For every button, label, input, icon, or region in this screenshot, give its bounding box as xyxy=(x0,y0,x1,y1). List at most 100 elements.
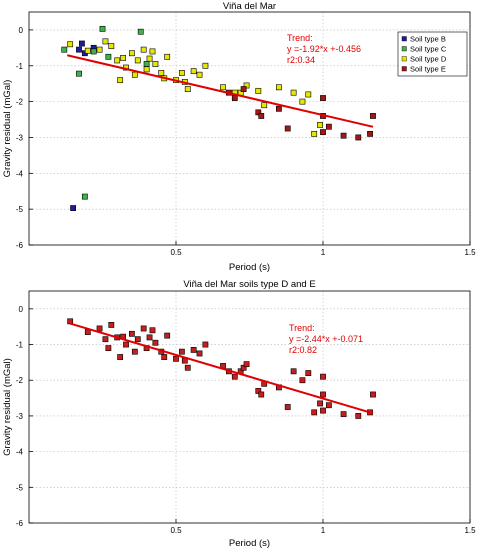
data-point xyxy=(255,109,262,116)
trend-equation: y =-1.92*x +-0.456 xyxy=(287,44,361,54)
y-tick-label: -5 xyxy=(16,205,24,214)
data-point xyxy=(231,373,238,380)
data-point xyxy=(102,38,109,45)
legend-label: Soil type C xyxy=(410,45,447,54)
axes-frame xyxy=(28,11,471,246)
data-point xyxy=(240,86,247,92)
legend-label: Soil type E xyxy=(410,65,446,74)
data-point xyxy=(117,354,124,360)
y-tick-label: -1 xyxy=(16,341,24,350)
data-point xyxy=(143,66,150,73)
data-point xyxy=(320,95,326,101)
data-point xyxy=(105,53,112,60)
data-point xyxy=(117,77,124,84)
data-point xyxy=(173,355,179,362)
plot-area xyxy=(29,12,470,245)
data-point xyxy=(340,411,347,418)
data-point xyxy=(152,61,159,67)
y-tick-label: -4 xyxy=(16,169,24,178)
data-point xyxy=(284,404,291,410)
x-tick-label: 0.5 xyxy=(170,526,182,535)
data-point xyxy=(190,68,197,75)
data-point xyxy=(243,361,250,368)
chart-panel-1: 0.5 1 1.5 0 -1 -2 -3 -4 -5 -6 Trend:y =-1.92*x +-0… xyxy=(2,1,476,273)
legend-box xyxy=(397,31,468,77)
data-point xyxy=(146,55,153,62)
y-tick-label: -3 xyxy=(16,412,24,421)
x-tick-label: 1.5 xyxy=(464,248,476,257)
data-point xyxy=(325,402,332,409)
data-point xyxy=(129,330,135,337)
data-point xyxy=(96,46,103,53)
data-point xyxy=(114,57,121,64)
legend-label: Soil type D xyxy=(410,55,447,64)
data-point xyxy=(299,98,306,105)
data-point xyxy=(231,95,238,101)
data-point xyxy=(311,130,318,137)
data-point xyxy=(102,336,109,343)
data-point xyxy=(284,125,291,132)
legend-marker xyxy=(401,56,407,62)
data-point xyxy=(184,86,191,92)
data-point xyxy=(99,25,106,32)
data-point xyxy=(275,84,282,91)
data-point xyxy=(164,332,171,339)
data-point xyxy=(320,373,326,380)
data-point xyxy=(340,132,347,139)
data-point xyxy=(108,322,115,328)
legend-marker xyxy=(401,36,407,42)
data-point xyxy=(131,348,138,355)
data-point xyxy=(261,102,268,109)
data-point xyxy=(243,82,250,89)
data-point xyxy=(320,391,326,398)
data-point xyxy=(320,407,326,414)
legend-marker xyxy=(401,66,407,72)
data-point xyxy=(76,70,82,77)
plot-area xyxy=(29,291,470,523)
x-tick-label: 0.5 xyxy=(170,248,182,257)
y-tick-label: -1 xyxy=(16,62,24,71)
data-point xyxy=(255,388,262,394)
data-point xyxy=(96,325,103,332)
data-point xyxy=(320,129,326,135)
data-point xyxy=(164,53,171,60)
data-point xyxy=(81,193,88,200)
data-point xyxy=(178,70,185,76)
y-tick-label: -6 xyxy=(16,519,24,528)
data-point xyxy=(140,325,147,332)
data-point xyxy=(143,61,150,67)
data-point xyxy=(152,339,159,346)
data-point xyxy=(367,130,373,137)
data-point xyxy=(76,46,82,53)
data-point xyxy=(84,47,91,54)
data-point xyxy=(258,391,265,398)
data-point xyxy=(158,70,165,76)
x-tick-label: 1.5 xyxy=(464,526,476,535)
y-tick-label: 0 xyxy=(19,305,24,314)
data-point xyxy=(146,334,153,341)
data-point xyxy=(355,413,362,419)
data-point xyxy=(305,91,312,98)
trend-r2: r2:0.82 xyxy=(289,345,317,355)
data-point xyxy=(90,48,97,55)
axes-frame xyxy=(28,290,471,524)
data-point xyxy=(311,409,318,416)
data-point xyxy=(70,205,76,211)
chart-title: Viña del Mar xyxy=(223,1,276,12)
y-tick-label: -2 xyxy=(16,98,24,107)
data-point xyxy=(137,28,144,35)
trend-r2: r2:0.34 xyxy=(287,55,315,65)
data-point xyxy=(258,113,265,119)
y-tick-label: -5 xyxy=(16,483,24,492)
x-axis-label: Period (s) xyxy=(229,538,270,549)
y-axis-label: Gravity residual (mGal) xyxy=(2,358,13,456)
trend-equation: y =-2.44*x +-0.071 xyxy=(289,334,363,344)
data-point xyxy=(149,48,156,55)
data-point xyxy=(255,87,262,94)
trend-line xyxy=(69,322,374,415)
data-point xyxy=(140,46,147,53)
data-point xyxy=(355,134,362,141)
legend-marker xyxy=(401,46,407,52)
y-axis-label: Gravity residual (mGal) xyxy=(2,80,13,178)
